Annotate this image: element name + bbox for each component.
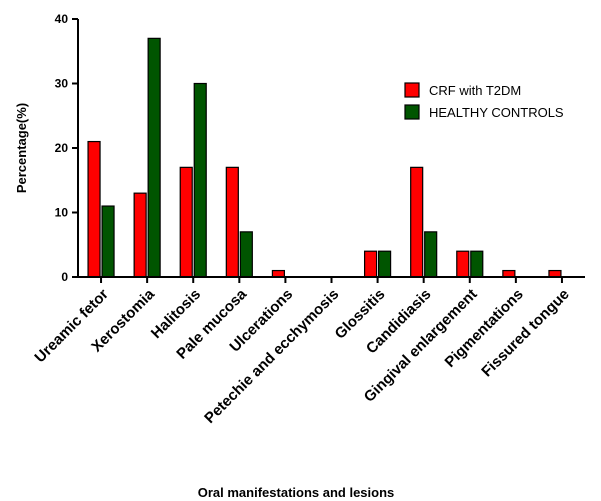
bar-crf-0 (88, 142, 100, 277)
y-tick-label-3: 30 (55, 77, 69, 91)
y-tick-label-1: 10 (55, 206, 69, 220)
bar-control-1 (148, 38, 160, 277)
bar-crf-8 (457, 251, 469, 277)
legend-label-0: CRF with T2DM (429, 83, 521, 98)
legend: CRF with T2DM HEALTHY CONTROLS (405, 83, 564, 120)
legend-swatch-1 (405, 105, 419, 119)
x-tick-label-9: Pigmentations (442, 286, 527, 371)
bar-control-7 (425, 232, 437, 277)
y-axis: 0 10 20 30 40 (55, 12, 78, 284)
y-tick-label-4: 40 (55, 12, 69, 26)
legend-label-1: HEALTHY CONTROLS (429, 105, 564, 120)
bar-crf-7 (411, 167, 423, 277)
bar-crf-1 (134, 193, 146, 277)
bar-control-0 (102, 206, 114, 277)
y-tick-label-2: 20 (55, 141, 69, 155)
bar-crf-3 (226, 167, 238, 277)
x-axis-title: Oral manifestations and lesions (198, 485, 395, 500)
x-tick-label-10: Fissured tongue (478, 286, 573, 381)
bar-crf-6 (365, 251, 377, 277)
bar-crf-2 (180, 167, 192, 277)
bars-group (88, 38, 561, 277)
bar-control-6 (379, 251, 391, 277)
y-tick-label-0: 0 (61, 270, 68, 284)
legend-swatch-0 (405, 83, 419, 97)
bar-control-2 (194, 84, 206, 278)
bar-control-8 (471, 251, 483, 277)
bar-control-3 (240, 232, 252, 277)
y-axis-title: Percentage(%) (14, 103, 29, 193)
